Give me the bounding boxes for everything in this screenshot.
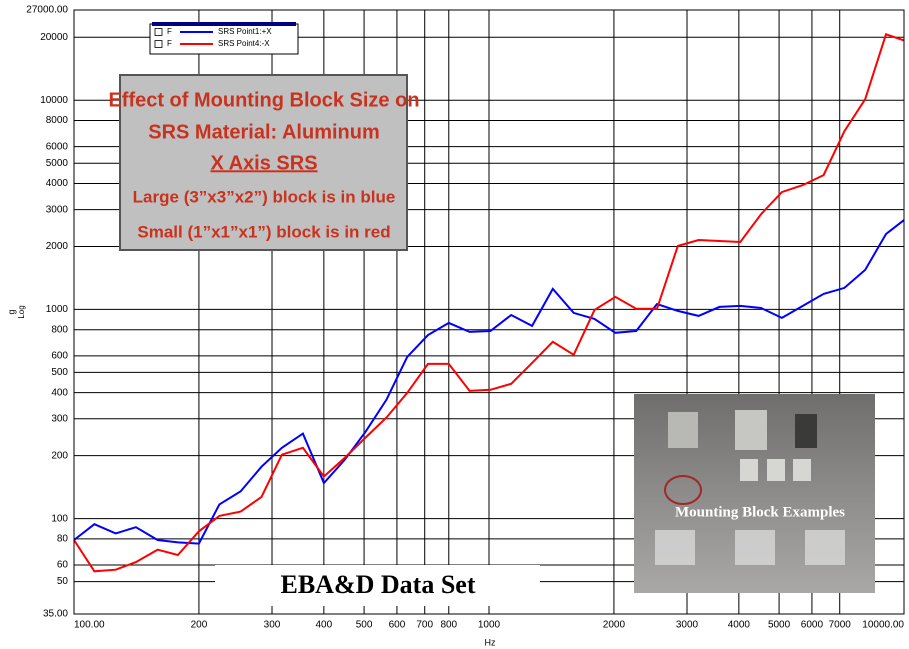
x-tick-label: 600 [389,620,406,631]
block [793,459,811,481]
legend-flag: F [167,39,172,48]
bag [805,530,845,565]
x-tick-label: 4000 [728,620,751,631]
y-tick-label: 5000 [46,158,69,169]
x-tick-label: 200 [191,620,208,631]
x-tick-label: 6000 [801,620,824,631]
x-tick-label: 800 [440,620,457,631]
y-tick-label: 1000 [46,304,69,315]
y-tick-label: 300 [51,413,68,424]
x-tick-label: 700 [416,620,433,631]
legend-label: SRS Point4:-X [218,39,270,48]
x-tick-label: 1000 [478,620,501,631]
y-tick-label: 800 [51,324,68,335]
y-tick-label: 2000 [46,241,69,252]
annotation: Effect of Mounting Block Size on [108,89,419,111]
x-tick-label: 5000 [768,620,791,631]
photo-caption: Mounting Block Examples [675,504,845,520]
block [668,412,698,448]
x-tick-label: 3000 [676,620,699,631]
y-tick-label: 60 [57,560,69,571]
annotation: Large (3”x3”x2”) block is in blue [133,187,396,206]
legend: F SRS Point1:+X F SRS Point4:-X [150,22,298,54]
legend-header [152,22,296,26]
y-tick-label: 3000 [46,204,69,215]
y-tick-label: 80 [57,534,69,545]
x-tick-label: 10000.00 [862,620,904,631]
block [795,414,817,448]
y-tick-label: 50 [57,576,69,587]
photo: Mounting Block Examples [634,394,875,593]
y-tick-label: 4000 [46,178,69,189]
block [767,459,785,481]
y-tick-label: 20000 [40,32,68,43]
legend-flag: F [167,27,172,36]
x-tick-label: 400 [316,620,333,631]
dataset-label: EBA&D Data Set [281,570,476,599]
y-tick-label: 10000 [40,95,68,106]
legend-checkbox [155,41,162,48]
x-tick-label: 100.00 [74,620,105,631]
x-tick-label: 500 [356,620,373,631]
bag [655,530,695,565]
x-tick-label: 300 [264,620,281,631]
annotation: SRS Material: Aluminum [148,121,380,143]
block [740,459,758,481]
legend-checkbox [155,29,162,36]
y-tick-label: 600 [51,350,68,361]
legend-label: SRS Point1:+X [218,27,272,36]
y-axis-label: g [6,309,16,314]
y-tick-label: 27000.00 [26,5,68,16]
y-tick-label: 8000 [46,115,69,126]
x-tick-label: 2000 [603,620,626,631]
bag [735,530,775,565]
y-scale-label: Log [17,305,26,318]
chart: Hz g Log F SRS Point1:+X F SRS Point4:-X Ef… [0,0,909,649]
y-tick-label: 400 [51,387,68,398]
y-tick-label: 35.00 [43,609,68,620]
y-tick-label: 100 [51,513,68,524]
annotation: X Axis SRS [210,152,317,174]
y-tick-label: 6000 [46,141,69,152]
x-tick-label: 7000 [829,620,852,631]
annotation: Small (1”x1”x1”) block is in red [137,222,390,241]
y-tick-label: 500 [51,367,68,378]
y-tick-label: 200 [51,450,68,461]
block [735,410,767,450]
annotation-box: Effect of Mounting Block Size on SRS Mat… [108,75,419,250]
x-axis-label: Hz [485,637,496,647]
